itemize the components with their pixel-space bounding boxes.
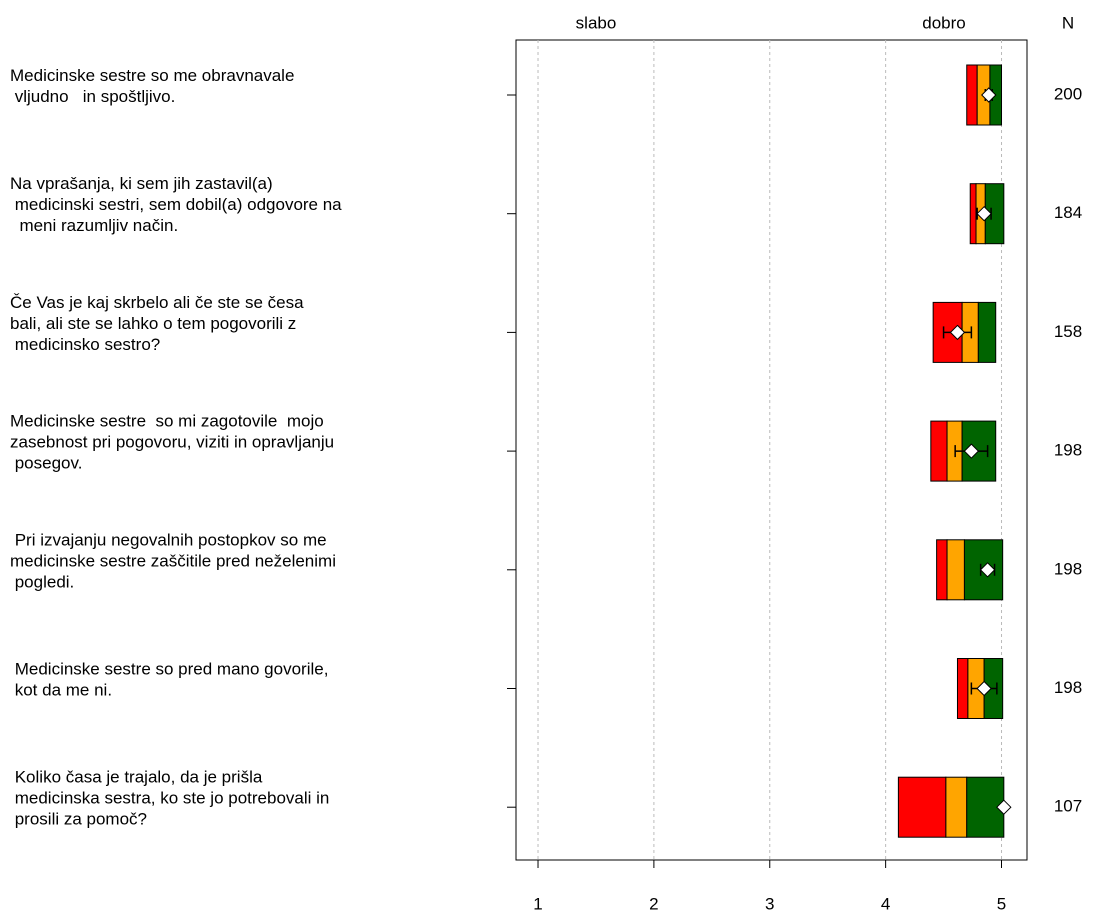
category-label: medicinsko sestro? xyxy=(10,335,160,354)
n-value: 158 xyxy=(1054,322,1082,341)
category-label: Pri izvajanju negovalnih postopkov so me xyxy=(10,530,327,549)
mean-marker xyxy=(976,680,992,697)
category-label: medicinske sestre zaščitile pred neželen… xyxy=(10,551,336,570)
category-label: zasebnost pri pogovoru, viziti in opravl… xyxy=(10,433,334,452)
bar-segment xyxy=(966,64,978,126)
mean-marker xyxy=(996,799,1012,815)
bar-segment xyxy=(936,539,948,601)
bar-segment xyxy=(897,776,947,838)
bar-segment xyxy=(956,658,969,719)
annotation: slabo xyxy=(576,13,617,32)
mean-marker xyxy=(981,87,997,103)
x-tick-label: 4 xyxy=(881,894,890,913)
mean-marker xyxy=(976,205,992,222)
mean-marker xyxy=(979,562,996,578)
category-label: Medicinske sestre so mi zagotovile mojo xyxy=(10,412,324,431)
category-label: Medicinske sestre so me obravnavale xyxy=(10,66,294,85)
n-value: 198 xyxy=(1054,678,1082,697)
n-value: 184 xyxy=(1054,203,1082,222)
bar-segment xyxy=(945,776,968,838)
mean-marker xyxy=(963,443,980,459)
mean-marker xyxy=(949,324,966,341)
category-label: Medicinske sestre so pred mano govorile, xyxy=(10,659,328,678)
plot-frame xyxy=(515,39,1028,861)
category-label: Na vprašanja, ki sem jih zastavil(a) xyxy=(10,174,273,193)
n-value: 198 xyxy=(1054,559,1082,578)
x-tick-label: 1 xyxy=(533,894,542,913)
category-label: prosili za pomoč? xyxy=(10,810,147,829)
category-label: kot da me ni. xyxy=(10,680,112,699)
annotation: dobro xyxy=(922,13,965,32)
category-label: medicinska sestra, ko ste jo potrebovali… xyxy=(10,789,329,808)
bar-segment xyxy=(946,539,965,601)
bar-segment xyxy=(969,183,977,245)
n-value: 198 xyxy=(1054,441,1082,460)
category-label: posegov. xyxy=(10,454,82,473)
n-value: 200 xyxy=(1054,84,1082,103)
x-tick-label: 5 xyxy=(997,894,1006,913)
n-value: 107 xyxy=(1054,797,1082,816)
category-label: Koliko časa je trajalo, da je prišla xyxy=(10,768,263,787)
category-label: pogledi. xyxy=(10,572,74,591)
bar-segment xyxy=(977,301,997,363)
category-label: vljudno in spoštljivo. xyxy=(10,87,175,106)
category-label: medicinski sestri, sem dobil(a) odgovore… xyxy=(10,195,342,214)
category-label: bali, ali ste se lahko o tem pogovorili … xyxy=(10,314,296,333)
category-label: Če Vas je kaj skrbelo ali če ste se česa xyxy=(10,293,304,312)
bar-segment xyxy=(930,420,948,482)
n-header: N xyxy=(1062,13,1074,32)
x-tick-label: 2 xyxy=(649,894,658,913)
x-tick-label: 3 xyxy=(765,894,774,913)
category-label: meni razumljiv način. xyxy=(10,216,178,235)
